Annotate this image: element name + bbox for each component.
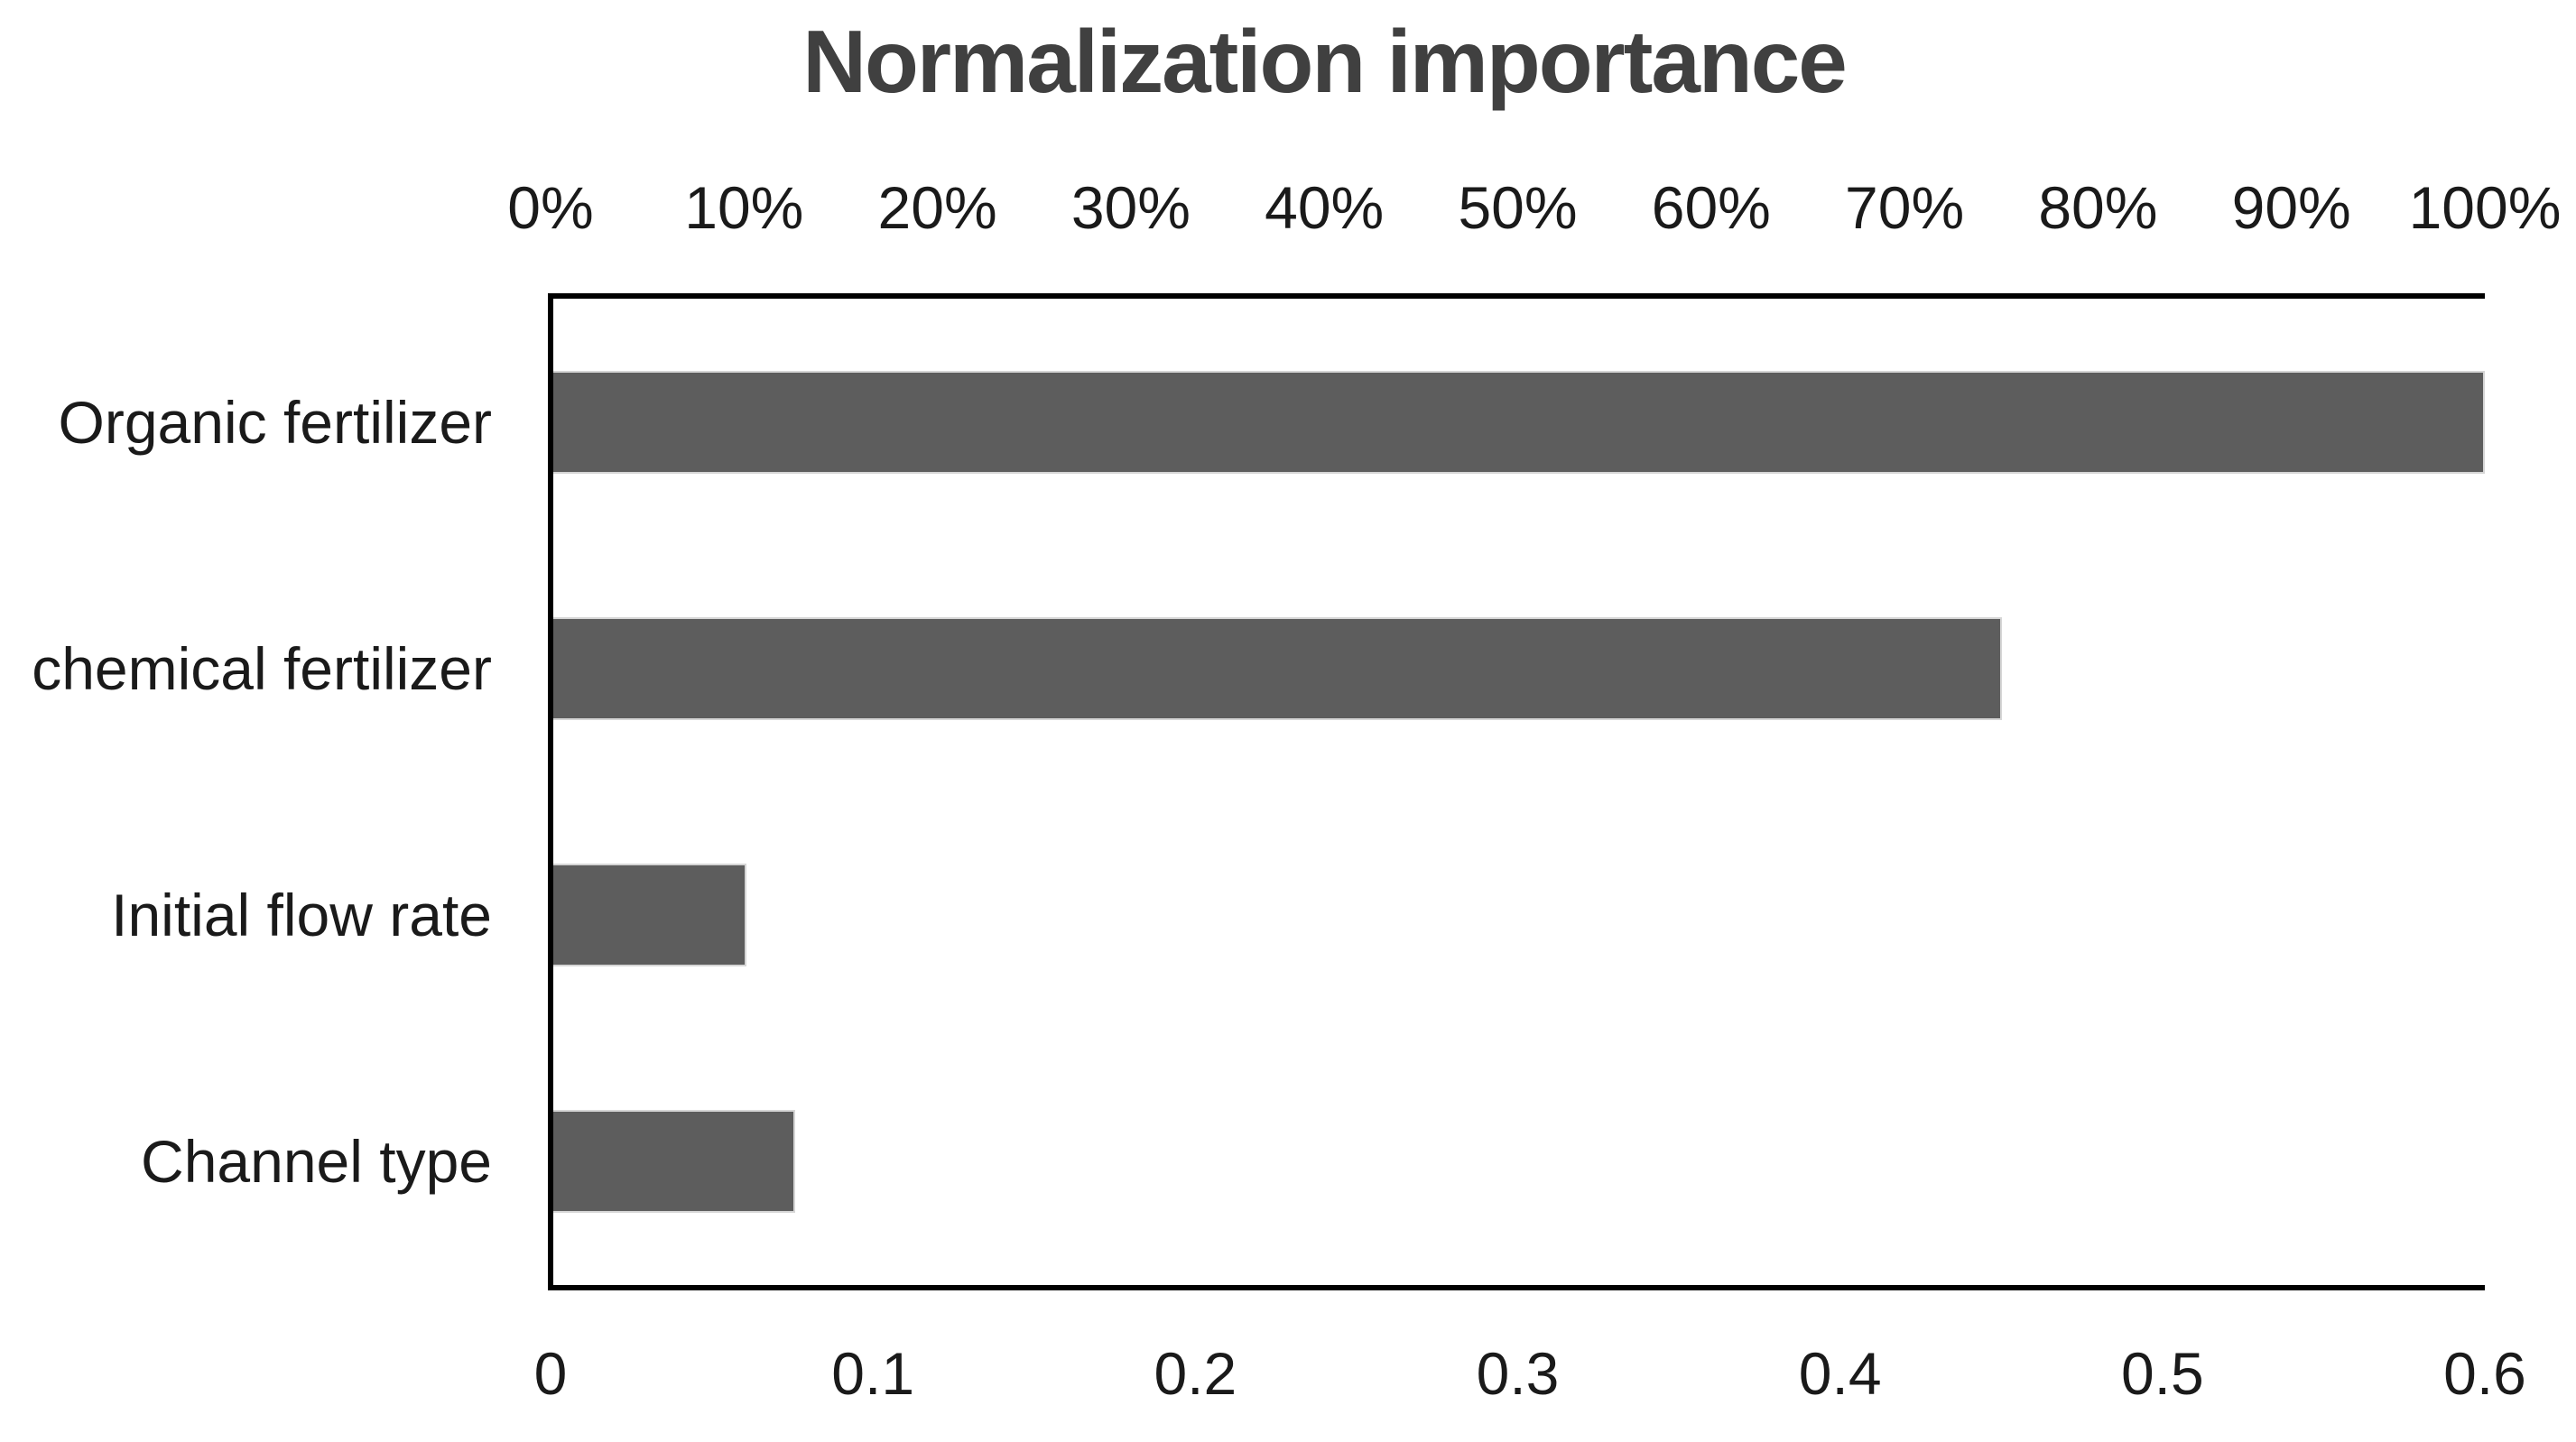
top-axis-tick-label: 70% — [1845, 174, 1965, 241]
bottom-axis-tick-label: 0.2 — [1154, 1340, 1237, 1407]
top-axis-tick-label: 0% — [507, 174, 594, 241]
top-axis-tick-label: 100% — [2408, 174, 2562, 241]
top-axis-tick-label: 20% — [877, 174, 997, 241]
bottom-axis-tick-label: 0.6 — [2443, 1340, 2526, 1407]
top-axis-tick-label: 50% — [1458, 174, 1578, 241]
bar-organic-fertilizer — [553, 370, 2485, 474]
bar-chemical-fertilizer — [553, 616, 2002, 720]
bottom-axis-tick-label: 0.5 — [2120, 1340, 2204, 1407]
bottom-axis-tick-label: 0.3 — [1476, 1340, 1560, 1407]
category-label-channel-type: Channel type — [141, 1128, 492, 1196]
bottom-axis-tick-label: 0 — [533, 1340, 568, 1407]
plot-area — [548, 293, 2485, 1290]
top-percent-axis: 0% 10% 20% 30% 40% 50% 60% 70% 80% 90% 100% — [0, 175, 2576, 240]
bar-initial-flow-rate — [553, 864, 746, 967]
top-axis-tick-label: 60% — [1651, 174, 1771, 241]
top-axis-tick-label: 30% — [1070, 174, 1191, 241]
category-label-initial-flow-rate: Initial flow rate — [111, 882, 492, 949]
bottom-value-axis: 0 0.1 0.2 0.3 0.4 0.5 0.6 — [0, 1341, 2576, 1406]
top-axis-tick-label: 40% — [1265, 174, 1385, 241]
bottom-axis-tick-label: 0.1 — [831, 1340, 915, 1407]
category-label-chemical-fertilizer: chemical fertilizer — [32, 634, 492, 702]
top-axis-tick-label: 10% — [684, 174, 804, 241]
category-label-organic-fertilizer: Organic fertilizer — [58, 388, 492, 456]
bottom-axis-tick-label: 0.4 — [1798, 1340, 1882, 1407]
bar-channel-type — [553, 1110, 795, 1214]
top-axis-tick-label: 80% — [2038, 174, 2158, 241]
top-axis-tick-label: 90% — [2231, 174, 2351, 241]
chart-title: Normalization importance — [802, 12, 1847, 111]
